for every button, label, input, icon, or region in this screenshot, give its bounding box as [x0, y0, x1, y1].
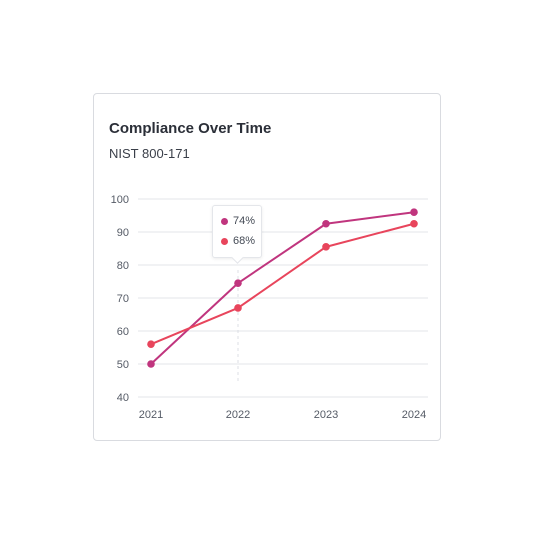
data-point [410, 208, 418, 216]
data-point [410, 219, 418, 228]
data-point [147, 360, 155, 368]
x-tick-label: 2022 [226, 409, 250, 421]
chart-subtitle: NIST 800-171 [109, 146, 190, 161]
data-point [234, 279, 242, 287]
x-tick-label: 2024 [402, 409, 426, 421]
tooltip-value: 68% [233, 235, 256, 247]
x-tick-label: 2021 [139, 409, 163, 421]
y-tick-label: 50 [117, 359, 129, 371]
x-tick-label: 2023 [314, 409, 338, 421]
data-point [322, 219, 330, 228]
tooltip-series-dot [221, 237, 228, 245]
data-point [234, 304, 242, 312]
series-line-0 [150, 211, 415, 365]
chart-card: Compliance Over Time NIST 800-171 100 90 8… [93, 93, 441, 441]
tooltip-value: 74% [233, 215, 256, 227]
series-line-1 [150, 222, 415, 346]
line-chart: 100 90 80 70 60 50 40 2021 2022 2023 2024 [111, 194, 428, 421]
data-point [322, 243, 330, 251]
data-point [147, 340, 155, 348]
tooltip-series-dot [221, 217, 228, 225]
y-tick-label: 60 [117, 326, 129, 338]
chart-title: Compliance Over Time [109, 120, 272, 137]
y-tick-label: 90 [117, 227, 129, 239]
tooltip-row: 68% [221, 234, 255, 248]
tooltip-row: 74% [221, 214, 255, 228]
y-tick-label: 100 [111, 194, 129, 206]
y-tick-label: 40 [117, 392, 129, 404]
y-tick-label: 70 [117, 293, 129, 305]
y-tick-label: 80 [117, 260, 129, 272]
chart-tooltip: 74% 68% [212, 205, 262, 264]
